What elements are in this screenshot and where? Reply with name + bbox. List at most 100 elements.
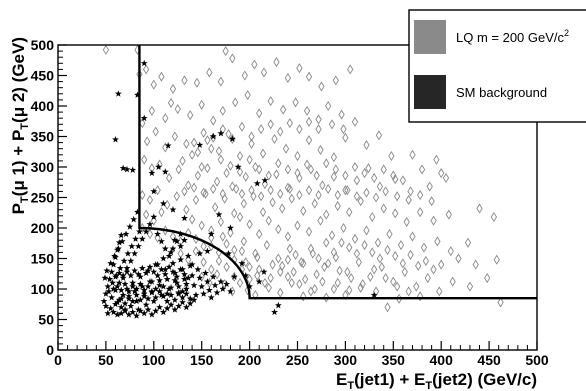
background-point [192, 291, 200, 299]
signal-point [185, 227, 192, 238]
background-point [125, 311, 133, 318]
signal-point [150, 79, 157, 90]
background-point [120, 257, 128, 264]
signal-point [241, 70, 248, 81]
y-tick-label: 450 [31, 68, 55, 84]
signal-point [380, 203, 387, 214]
signal-point [200, 257, 207, 268]
signal-point [267, 96, 274, 107]
signal-point [294, 220, 301, 231]
signal-point [257, 191, 265, 202]
background-point [161, 168, 169, 175]
signal-point [190, 182, 198, 193]
signal-point [217, 154, 224, 165]
signal-point [296, 279, 303, 290]
signal-point [213, 176, 221, 187]
background-point [118, 237, 126, 245]
signal-point [290, 266, 297, 277]
signal-point [244, 89, 251, 101]
background-point [133, 285, 140, 292]
background-point [110, 285, 117, 292]
background-point [148, 311, 156, 318]
background-point [190, 296, 198, 303]
background-point [113, 282, 121, 290]
background-point [105, 287, 113, 295]
background-point [150, 187, 158, 195]
background-point [219, 285, 227, 292]
signal-point [190, 137, 198, 148]
background-point [133, 297, 140, 305]
background-point [119, 164, 127, 172]
background-point [117, 295, 125, 302]
background-point [173, 237, 181, 245]
background-point [135, 242, 142, 250]
background-point [177, 265, 185, 273]
signal-point [357, 282, 364, 293]
background-point [163, 297, 171, 305]
background-point [223, 280, 231, 288]
signal-point [200, 127, 207, 138]
background-point [129, 308, 137, 316]
signal-point [240, 198, 247, 209]
signal-point [361, 168, 368, 179]
signal-point [267, 185, 274, 196]
signal-point [273, 169, 280, 180]
background-point [125, 292, 133, 300]
signal-point [143, 64, 150, 75]
signal-point [246, 219, 253, 230]
background-point [156, 281, 163, 289]
signal-point [405, 194, 412, 205]
signal-point [325, 183, 332, 195]
x-tick-label: 200 [238, 352, 262, 368]
background-point [159, 282, 167, 290]
signal-point [315, 190, 322, 201]
background-point [136, 307, 144, 314]
background-point [175, 302, 183, 309]
background-point [209, 132, 217, 140]
background-point [128, 242, 136, 250]
signal-point [363, 139, 370, 151]
background-point [207, 230, 215, 238]
signal-point [223, 168, 230, 179]
background-point [115, 296, 123, 303]
signal-point [275, 253, 282, 264]
background-point [230, 273, 238, 280]
signal-point [143, 209, 150, 220]
signal-point [330, 152, 338, 163]
signal-point [248, 131, 255, 142]
background-point [196, 250, 204, 257]
signal-point [338, 109, 345, 120]
signal-point [347, 64, 354, 75]
y-axis-title: PT(μ 1) + PT(μ 2) (GeV) [9, 37, 31, 214]
background-point [150, 268, 158, 275]
signal-point [211, 202, 219, 213]
signal-point [416, 190, 424, 201]
background-point [101, 274, 109, 281]
background-point [138, 282, 146, 290]
signal-point [194, 170, 201, 181]
background-point [181, 275, 188, 283]
background-point [146, 220, 154, 228]
signal-point [292, 249, 299, 260]
signal-point [292, 97, 299, 108]
signal-point [231, 244, 238, 256]
background-point [115, 279, 123, 286]
background-point [130, 215, 138, 223]
signal-point [323, 158, 330, 169]
background-point [169, 259, 177, 267]
signal-point [378, 261, 385, 273]
background-point [161, 245, 169, 252]
background-point [121, 300, 129, 307]
signal-point [257, 124, 265, 135]
signal-point [382, 186, 389, 197]
background-point [184, 274, 192, 281]
background-point [158, 237, 165, 245]
signal-point [317, 144, 324, 155]
signal-point [464, 237, 472, 248]
background-point [253, 179, 261, 187]
background-point [171, 236, 179, 244]
signal-point [280, 104, 287, 115]
signal-point [169, 83, 177, 94]
background-point [123, 264, 131, 272]
signal-point [346, 242, 353, 253]
